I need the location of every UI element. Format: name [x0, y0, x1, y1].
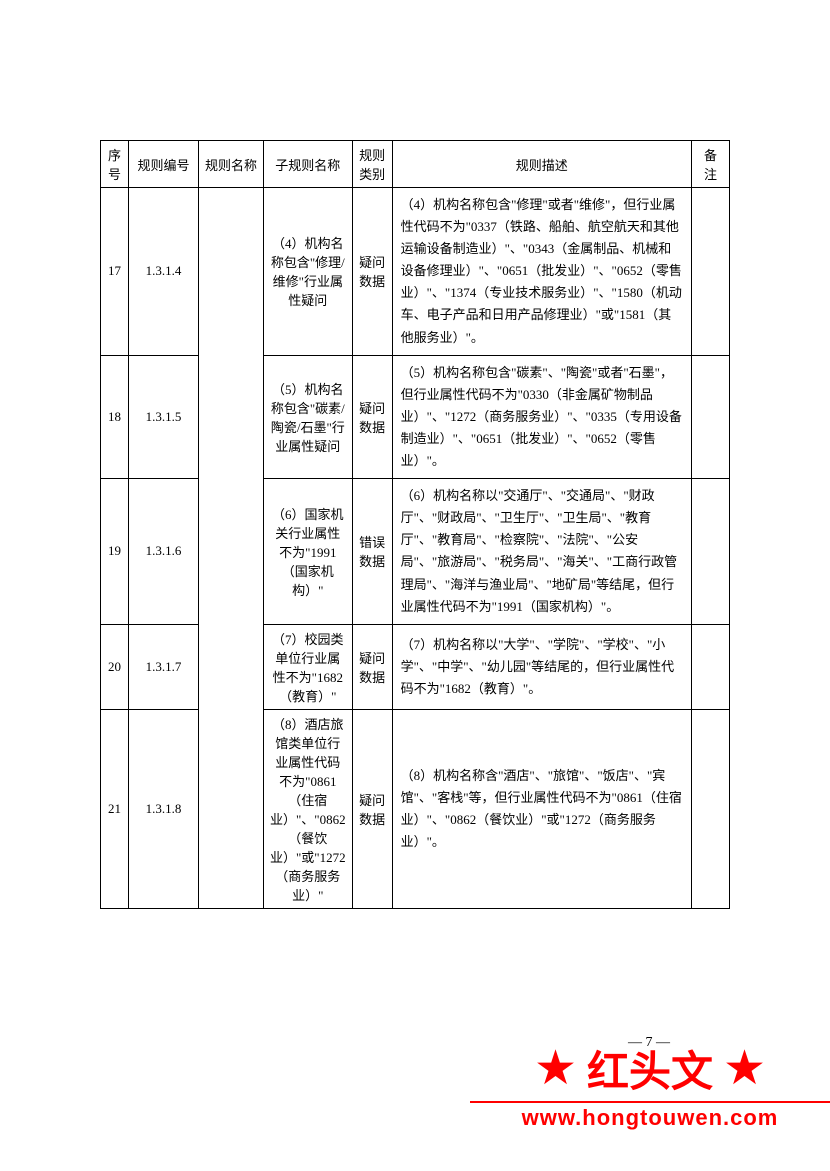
table-row: 20 1.3.1.7 （7）校园类单位行业属性不为"1682（教育）" 疑问数据…: [101, 624, 730, 709]
cell-subrule: （6）国家机关行业属性不为"1991（国家机构）": [264, 479, 353, 625]
table-body: 17 1.3.1.4 （4）机构名称包含"修理/维修"行业属性疑问 疑问数据 （…: [101, 188, 730, 909]
cell-ruleno: 1.3.1.5: [129, 355, 199, 478]
rules-table: 序号 规则编号 规则名称 子规则名称 规则类别 规则描述 备注 17 1.3.1…: [100, 140, 730, 909]
col-header-rulename: 规则名称: [199, 141, 264, 188]
star-icon: ★: [723, 1045, 766, 1093]
cell-ruleno: 1.3.1.4: [129, 188, 199, 356]
watermark: ★ 红头文 ★ www.hongtouwen.com: [470, 1038, 830, 1131]
watermark-url: www.hongtouwen.com: [522, 1105, 779, 1131]
cell-desc: （6）机构名称以"交通厅"、"交通局"、"财政厅"、"财政局"、"卫生厅"、"卫…: [392, 479, 691, 625]
col-header-seq: 序号: [101, 141, 129, 188]
col-header-cat: 规则类别: [352, 141, 392, 188]
star-icon: ★: [534, 1045, 577, 1093]
cell-desc: （7）机构名称以"大学"、"学院"、"学校"、"小学"、"中学"、"幼儿园"等结…: [392, 624, 691, 709]
cell-seq: 18: [101, 355, 129, 478]
cell-desc: （5）机构名称包含"碳素"、"陶瓷"或者"石墨"，但行业属性代码不为"0330（…: [392, 355, 691, 478]
cell-remark: [692, 624, 730, 709]
table-row: 17 1.3.1.4 （4）机构名称包含"修理/维修"行业属性疑问 疑问数据 （…: [101, 188, 730, 356]
cell-rulename: [199, 188, 264, 909]
cell-desc: （4）机构名称包含"修理"或者"维修"，但行业属性代码不为"0337（铁路、船舶…: [392, 188, 691, 356]
watermark-underline: [470, 1101, 830, 1103]
cell-subrule: （8）酒店旅馆类单位行业属性代码不为"0861（住宿业）"、"0862（餐饮业）…: [264, 709, 353, 908]
cell-subrule: （5）机构名称包含"碳素/陶瓷/石墨"行业属性疑问: [264, 355, 353, 478]
watermark-text: 红头文: [587, 1038, 713, 1099]
cell-subrule: （7）校园类单位行业属性不为"1682（教育）": [264, 624, 353, 709]
cell-desc: （8）机构名称含"酒店"、"旅馆"、"饭店"、"宾馆"、"客栈"等，但行业属性代…: [392, 709, 691, 908]
col-header-remark: 备注: [692, 141, 730, 188]
cell-remark: [692, 479, 730, 625]
watermark-top: ★ 红头文 ★: [534, 1038, 766, 1099]
table-row: 21 1.3.1.8 （8）酒店旅馆类单位行业属性代码不为"0861（住宿业）"…: [101, 709, 730, 908]
col-header-ruleno: 规则编号: [129, 141, 199, 188]
cell-ruleno: 1.3.1.6: [129, 479, 199, 625]
cell-cat: 疑问数据: [352, 709, 392, 908]
cell-seq: 21: [101, 709, 129, 908]
cell-subrule: （4）机构名称包含"修理/维修"行业属性疑问: [264, 188, 353, 356]
cell-remark: [692, 355, 730, 478]
table-row: 18 1.3.1.5 （5）机构名称包含"碳素/陶瓷/石墨"行业属性疑问 疑问数…: [101, 355, 730, 478]
cell-ruleno: 1.3.1.7: [129, 624, 199, 709]
cell-ruleno: 1.3.1.8: [129, 709, 199, 908]
cell-seq: 19: [101, 479, 129, 625]
cell-cat: 疑问数据: [352, 624, 392, 709]
table-row: 19 1.3.1.6 （6）国家机关行业属性不为"1991（国家机构）" 错误数…: [101, 479, 730, 625]
cell-cat: 疑问数据: [352, 355, 392, 478]
col-header-subrule: 子规则名称: [264, 141, 353, 188]
cell-remark: [692, 709, 730, 908]
cell-remark: [692, 188, 730, 356]
col-header-desc: 规则描述: [392, 141, 691, 188]
table-header-row: 序号 规则编号 规则名称 子规则名称 规则类别 规则描述 备注: [101, 141, 730, 188]
cell-cat: 疑问数据: [352, 188, 392, 356]
cell-seq: 17: [101, 188, 129, 356]
cell-seq: 20: [101, 624, 129, 709]
cell-cat: 错误数据: [352, 479, 392, 625]
